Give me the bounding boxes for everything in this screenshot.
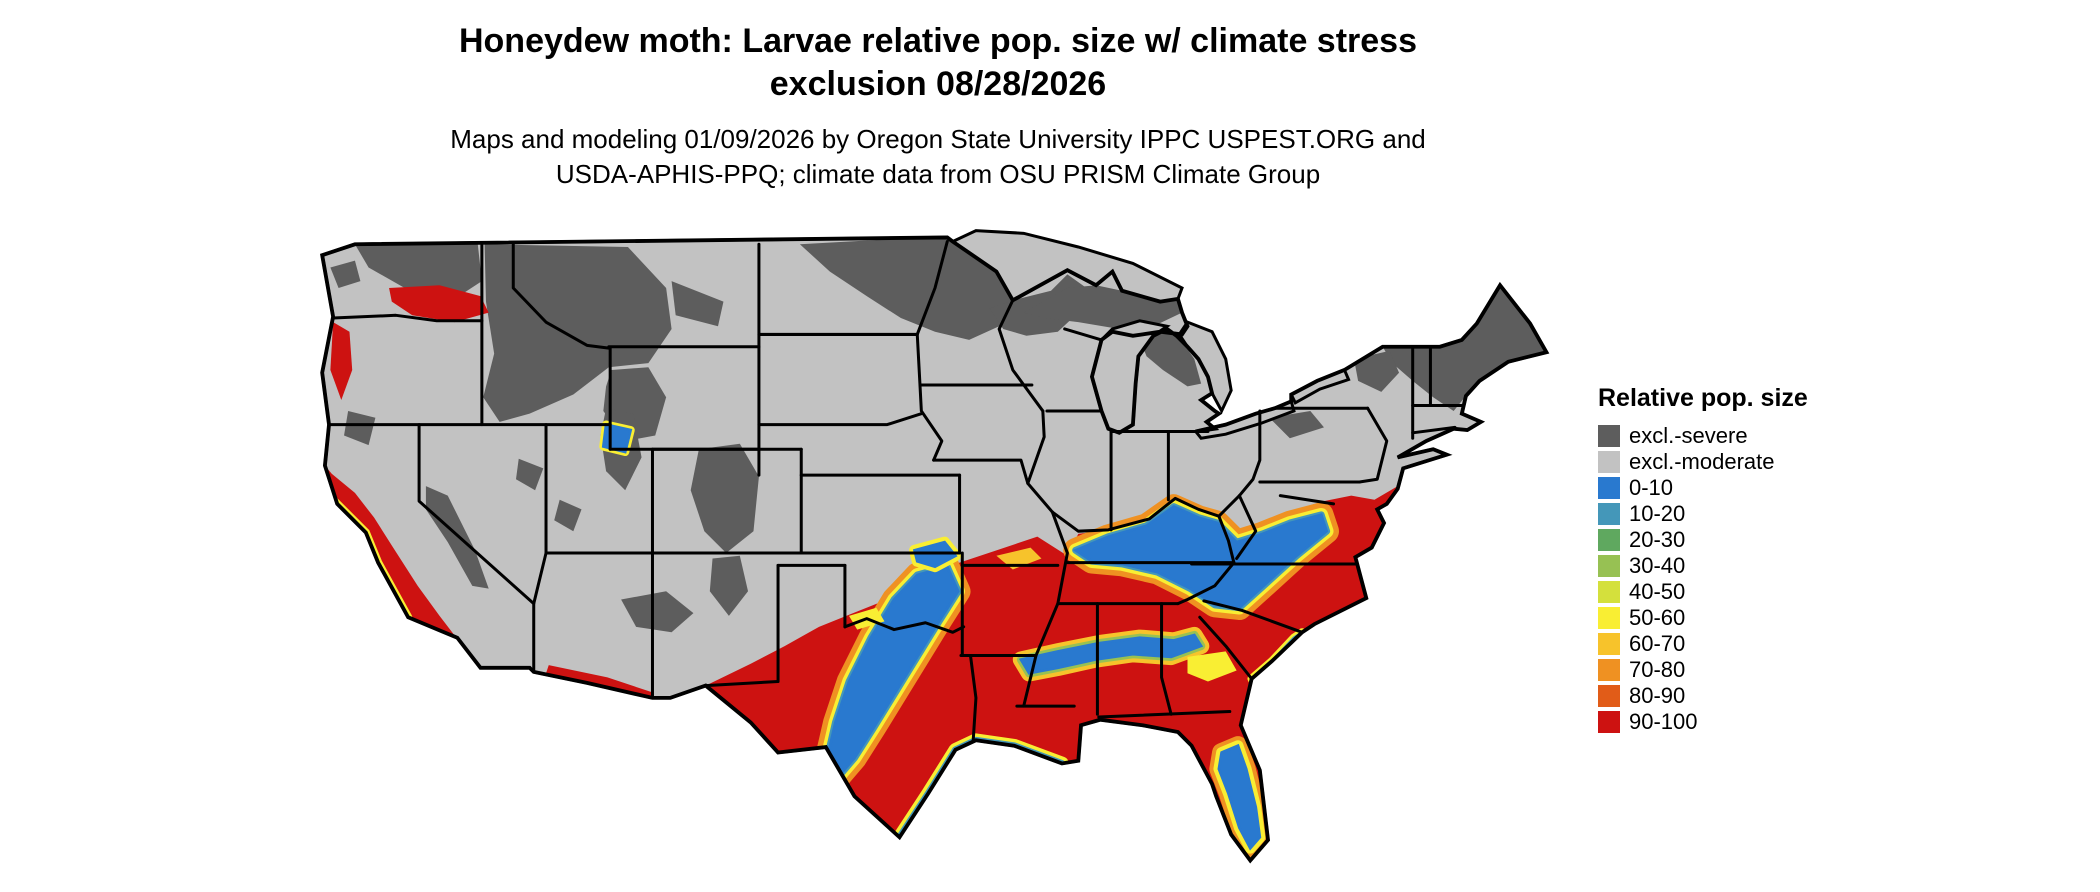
legend-label: 80-90 [1629,683,1686,708]
legend-item: 70-80 [1598,657,1808,683]
legend-swatch [1598,529,1620,551]
legend-label: 70-80 [1629,657,1686,682]
legend-label: 0-10 [1629,475,1674,500]
map-title: Honeydew moth: Larvae relative pop. size… [288,20,1588,106]
florida-keys-dot [1228,872,1235,879]
legend-swatch [1598,555,1620,577]
legend-label: 10-20 [1629,501,1686,526]
legend-item: 90-100 [1598,709,1808,735]
speckle-yellow-ga [1187,651,1237,682]
population-zones [324,285,1398,887]
legend-label: 40-50 [1629,579,1686,604]
legend-item: 80-90 [1598,683,1808,709]
legend-item: 40-50 [1598,579,1808,605]
us-map [320,229,1549,887]
map-title-line2: exclusion 08/28/2026 [769,65,1107,103]
legend-label: 20-30 [1629,527,1686,552]
florida-keys-dot [1215,878,1220,883]
legend-item: 0-10 [1598,475,1808,501]
legend-item: 60-70 [1598,631,1808,657]
legend-item: excl.-severe [1598,423,1808,449]
legend-item: 30-40 [1598,553,1808,579]
legend-item: 50-60 [1598,605,1808,631]
legend-item: 20-30 [1598,527,1808,553]
legend-label: excl.-severe [1629,423,1748,448]
legend-swatch [1598,607,1620,629]
legend-swatch [1598,451,1620,473]
legend-swatch [1598,633,1620,655]
state-borders [327,240,1464,742]
legend-label: excl.-moderate [1629,449,1775,474]
legend-swatch [1598,425,1620,447]
zone-high-columbia [389,285,489,323]
legend-swatch [1598,711,1620,733]
legend: Relative pop. size excl.-severe excl.-mo… [1598,384,1808,735]
severe-exclusion-regions [330,237,1547,633]
legend-swatch [1598,659,1620,681]
map-subtitle: Maps and modeling 01/09/2026 by Oregon S… [288,122,1588,192]
legend-label: 60-70 [1629,631,1686,656]
legend-label: 30-40 [1629,553,1686,578]
map-title-line1: Honeydew moth: Larvae relative pop. size… [458,22,1417,60]
legend-swatch [1598,477,1620,499]
legend-label: 50-60 [1629,605,1686,630]
zone-high-california [324,465,481,668]
legend-swatch [1598,581,1620,603]
legend-swatch [1598,503,1620,525]
map-subtitle-line2: USDA-APHIS-PPQ; climate data from OSU PR… [555,159,1321,189]
legend-title: Relative pop. size [1598,384,1808,412]
zone-high-willamette [330,322,353,401]
legend-label: 90-100 [1629,709,1698,734]
legend-item: 10-20 [1598,501,1808,527]
map-subtitle-line1: Maps and modeling 01/09/2026 by Oregon S… [450,124,1426,154]
legend-swatch [1598,685,1620,707]
legend-item: excl.-moderate [1598,449,1808,475]
florida-keys-dot [1201,882,1206,887]
